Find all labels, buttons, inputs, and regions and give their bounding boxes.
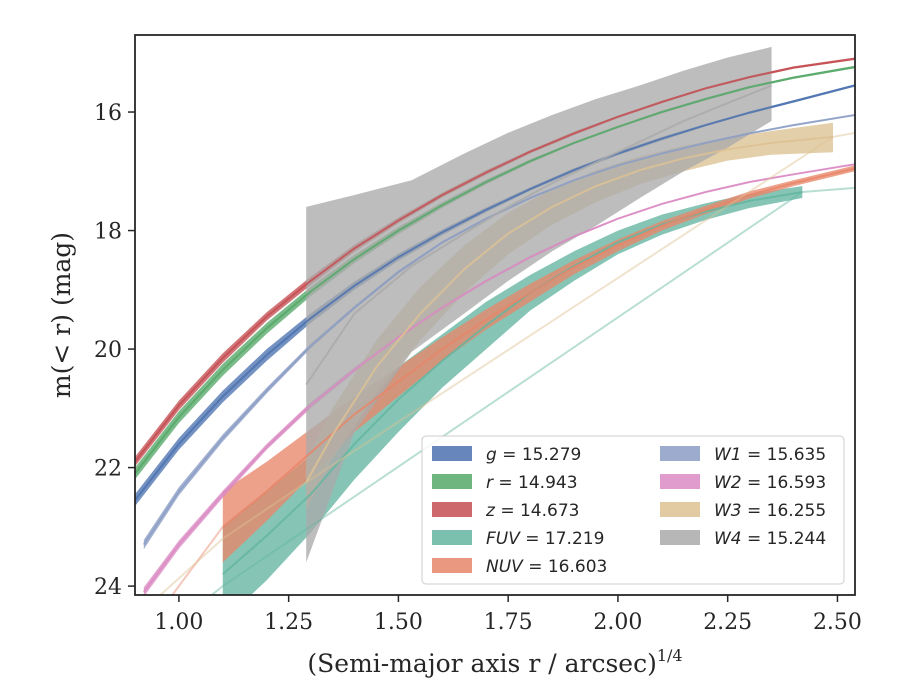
y-axis-title: m(< r) (mag) <box>47 232 76 398</box>
series-extension-nuv <box>171 526 224 595</box>
y-tick-label: 24 <box>94 575 122 600</box>
x-tick-label: 1.75 <box>484 610 533 635</box>
plot-frame <box>134 34 856 596</box>
x-tick-label: 1.00 <box>154 610 203 635</box>
x-tick-label: 2.00 <box>593 610 642 635</box>
x-tick-label: 1.50 <box>374 610 423 635</box>
series-extension-fuv <box>210 186 855 595</box>
y-tick-label: 22 <box>94 457 122 482</box>
y-tick-label: 18 <box>94 220 122 245</box>
legend-label-w4: W4 = 15.244 <box>714 529 826 549</box>
series-line-w3 <box>305 135 834 483</box>
legend-label-z: z = 14.673 <box>485 501 579 521</box>
series-band-w4 <box>306 46 772 563</box>
series-line-g <box>135 84 855 501</box>
x-axis: 1.00 1.25 1.50 1.75 2.00 2.25 2.50 <box>154 595 862 635</box>
legend-swatch-z <box>432 502 472 517</box>
y-tick-label: 20 <box>94 338 122 363</box>
legend-swatch-w1 <box>660 446 700 461</box>
series-line-nuv <box>222 167 855 528</box>
legend: g = 15.279 r = 14.943 z = 14.673 FUV = 17.2… <box>421 435 845 585</box>
series-line-w1 <box>142 114 855 546</box>
legend-label-nuv: NUV = 16.603 <box>486 557 607 577</box>
series-lines <box>135 57 855 595</box>
x-tick-label: 1.25 <box>264 610 313 635</box>
legend-label-r: r = 14.943 <box>486 473 578 493</box>
legend-swatch-w3 <box>660 502 700 517</box>
legend-swatch-nuv <box>432 558 472 573</box>
series-line-w4 <box>305 84 772 386</box>
x-tick-label: 2.25 <box>703 610 752 635</box>
legend-label-w1: W1 = 15.635 <box>714 445 826 465</box>
y-axis: 16 18 20 22 24 <box>94 101 135 600</box>
series-line-r <box>135 66 855 475</box>
series-line-fuv <box>222 191 803 576</box>
series-band-fuv <box>222 186 803 595</box>
legend-swatch-w4 <box>660 530 700 545</box>
plot-area <box>135 46 855 595</box>
series-line-z <box>135 57 855 463</box>
legend-swatch-g <box>432 446 472 461</box>
legend-swatch-r <box>432 474 472 489</box>
x-tick-label: 2.50 <box>813 610 862 635</box>
series-line-w2 <box>142 163 855 593</box>
legend-swatch-fuv <box>432 530 472 545</box>
x-axis-title: (Semi-major axis r / arcsec)1/4 <box>307 646 682 678</box>
legend-box <box>421 435 845 585</box>
legend-label-fuv: FUV = 17.219 <box>486 529 604 549</box>
legend-label-g: g = 15.279 <box>486 445 581 465</box>
uncertainty-bands <box>135 46 855 595</box>
y-tick-label: 16 <box>94 101 122 126</box>
legend-label-w2: W2 = 16.593 <box>714 473 826 493</box>
legend-swatch-w2 <box>660 474 700 489</box>
legend-label-w3: W3 = 16.255 <box>714 501 826 521</box>
